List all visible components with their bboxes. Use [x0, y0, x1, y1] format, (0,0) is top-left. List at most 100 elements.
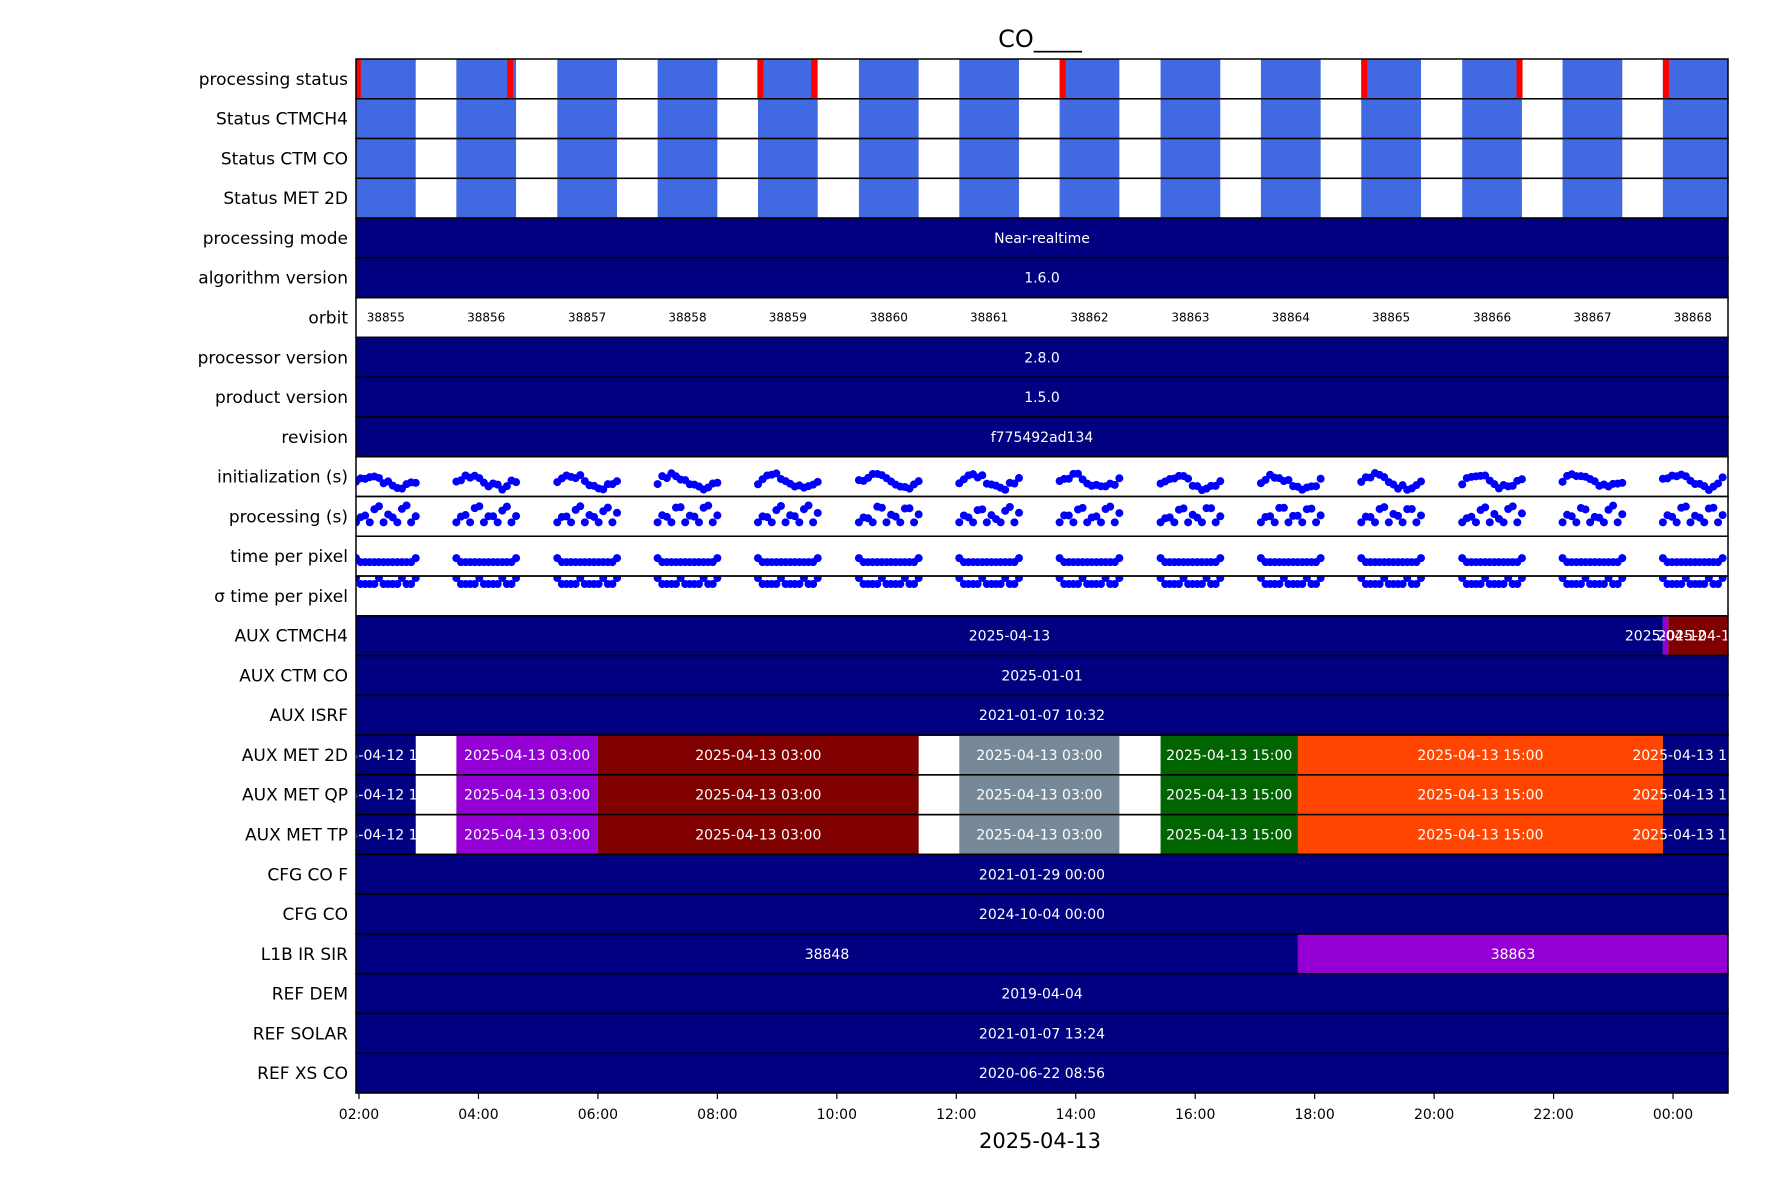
- status-bar: [557, 59, 618, 99]
- data-point: [1681, 502, 1690, 511]
- data-point: [1316, 474, 1325, 483]
- orbit-label: 38858: [668, 311, 706, 325]
- segment-label: 2025-04-13 15:00: [1632, 828, 1758, 844]
- data-point: [393, 518, 402, 527]
- status-bar: [1662, 138, 1728, 179]
- status-bar: [356, 59, 416, 99]
- data-point: [1096, 580, 1105, 589]
- data-point: [662, 512, 671, 521]
- status-bar: [657, 59, 718, 99]
- data-point: [594, 580, 603, 589]
- data-point: [795, 580, 804, 589]
- data-point: [914, 554, 923, 563]
- data-point: [1572, 518, 1581, 527]
- data-point: [1672, 518, 1681, 527]
- data-point: [1718, 511, 1727, 520]
- row-label: AUX MET 2D: [242, 746, 348, 766]
- data-point: [1312, 482, 1321, 491]
- data-point: [1256, 576, 1265, 583]
- data-point: [653, 480, 662, 489]
- row-16: 2021-01-07 10:32: [356, 695, 1728, 736]
- data-point: [1115, 576, 1124, 583]
- segment-bar: [1668, 615, 1728, 656]
- status-bar: [1462, 138, 1522, 179]
- data-point: [813, 508, 822, 517]
- status-bar: [1562, 138, 1623, 179]
- status-bar: [757, 178, 818, 219]
- data-point: [767, 518, 776, 527]
- data-point: [973, 580, 982, 589]
- data-point: [576, 471, 585, 480]
- data-point: [1517, 576, 1526, 583]
- data-point: [1015, 576, 1024, 583]
- data-point: [603, 503, 612, 512]
- row-18: 2025-04-12 15:00 2025-04-13 03:00 2025-04-…: [323, 774, 1728, 815]
- status-bar: [557, 98, 618, 139]
- data-point: [1275, 580, 1284, 589]
- data-point: [608, 580, 617, 589]
- segment-bar: [959, 814, 1120, 855]
- data-point: [694, 580, 703, 589]
- status-bar: [1059, 178, 1120, 219]
- status-bar: [1462, 178, 1522, 219]
- data-point: [1714, 580, 1723, 589]
- status-bar: [858, 178, 919, 219]
- status-error-mark: [757, 59, 764, 99]
- data-point: [1001, 576, 1010, 583]
- row-label: Status MET 2D: [223, 189, 348, 209]
- data-point: [708, 580, 717, 589]
- data-point: [407, 580, 416, 589]
- row-label: processing (s): [229, 507, 348, 527]
- data-point: [512, 554, 521, 563]
- row-label: Status CTM CO: [221, 149, 348, 169]
- data-point: [1270, 518, 1279, 527]
- data-point: [772, 580, 781, 589]
- data-point: [790, 512, 799, 521]
- data-point: [479, 518, 488, 527]
- data-point: [776, 576, 785, 583]
- data-point: [955, 518, 964, 527]
- data-point: [393, 580, 402, 589]
- chart-title: CO____: [998, 25, 1083, 53]
- data-point: [781, 518, 790, 527]
- data-point: [1197, 580, 1206, 589]
- segment-label: 2025-04-12 15:00: [323, 788, 449, 804]
- data-point: [1184, 518, 1193, 527]
- row-label: REF SOLAR: [253, 1024, 348, 1044]
- segment-label: 1.6.0: [1024, 271, 1060, 287]
- data-point: [1202, 576, 1211, 583]
- data-point: [1279, 503, 1288, 512]
- data-point: [1407, 505, 1416, 514]
- data-point: [553, 576, 562, 583]
- row-21: 2024-10-04 00:00: [356, 894, 1728, 934]
- data-point: [411, 554, 420, 563]
- data-point: [1010, 479, 1019, 488]
- status-bar: [757, 98, 818, 139]
- segment-bar: [356, 933, 1298, 974]
- segment-label: 2025-04-12 15:00: [323, 748, 449, 764]
- data-point: [795, 518, 804, 527]
- status-bar: [1260, 98, 1321, 139]
- data-point: [1010, 518, 1019, 527]
- row-6: 38855 38856 38857 38858 38859 38860 38861 38862…: [367, 311, 1712, 325]
- row-label: product version: [215, 388, 348, 408]
- data-point: [1581, 505, 1590, 514]
- data-point: [512, 576, 521, 583]
- x-tick-label: 18:00: [1294, 1107, 1334, 1123]
- row-23: 2019-04-04: [356, 973, 1728, 1014]
- orbit-label: 38863: [1171, 311, 1209, 325]
- status-bar: [1662, 178, 1728, 219]
- data-point: [365, 518, 374, 527]
- data-point: [1384, 518, 1393, 527]
- data-point: [809, 580, 818, 589]
- data-point: [1092, 512, 1101, 521]
- data-point: [996, 518, 1005, 527]
- data-point: [1618, 510, 1627, 519]
- segment-label: 2025-04-14: [1657, 629, 1738, 645]
- status-bar: [557, 138, 618, 179]
- data-point: [1586, 518, 1595, 527]
- status-bar: [456, 98, 517, 139]
- data-point: [397, 576, 406, 583]
- segment-label: 2025-04-13 03:00: [464, 788, 590, 804]
